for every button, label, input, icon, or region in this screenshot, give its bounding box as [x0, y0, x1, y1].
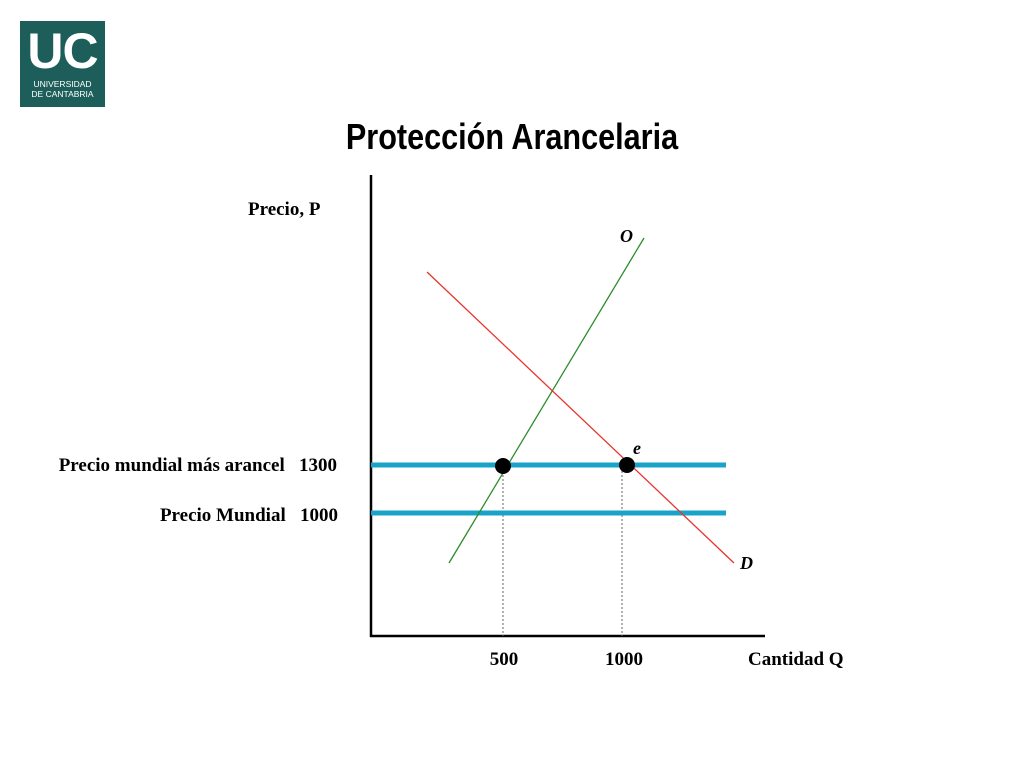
x-tick-1000: 1000	[605, 649, 643, 670]
demand-curve	[426, 271, 735, 564]
demand-point-1000	[619, 457, 635, 473]
tariff-price-label: Precio mundial más arancel 1300	[59, 455, 337, 476]
supply-label: O	[620, 226, 633, 246]
world-price-label: Precio Mundial 1000	[160, 505, 338, 526]
logo-subtitle: UNIVERSIDAD DE CANTABRIA	[20, 79, 105, 99]
x-tick-500: 500	[490, 649, 519, 670]
equilibrium-label: e	[633, 438, 641, 458]
supply-point-500	[495, 458, 511, 474]
logo-line-1: UNIVERSIDAD	[33, 79, 92, 89]
x-axis-label: Cantidad Q	[748, 649, 844, 670]
supply-curve	[448, 237, 645, 564]
demand-label: D	[739, 553, 753, 573]
y-axis-label: Precio, P	[248, 199, 321, 220]
slide-title: Protección Arancelaria	[345, 116, 679, 157]
university-logo: UC UNIVERSIDAD DE CANTABRIA	[20, 21, 105, 107]
logo-initials: UC	[27, 23, 98, 79]
logo-line-2: DE CANTABRIA	[31, 89, 94, 99]
